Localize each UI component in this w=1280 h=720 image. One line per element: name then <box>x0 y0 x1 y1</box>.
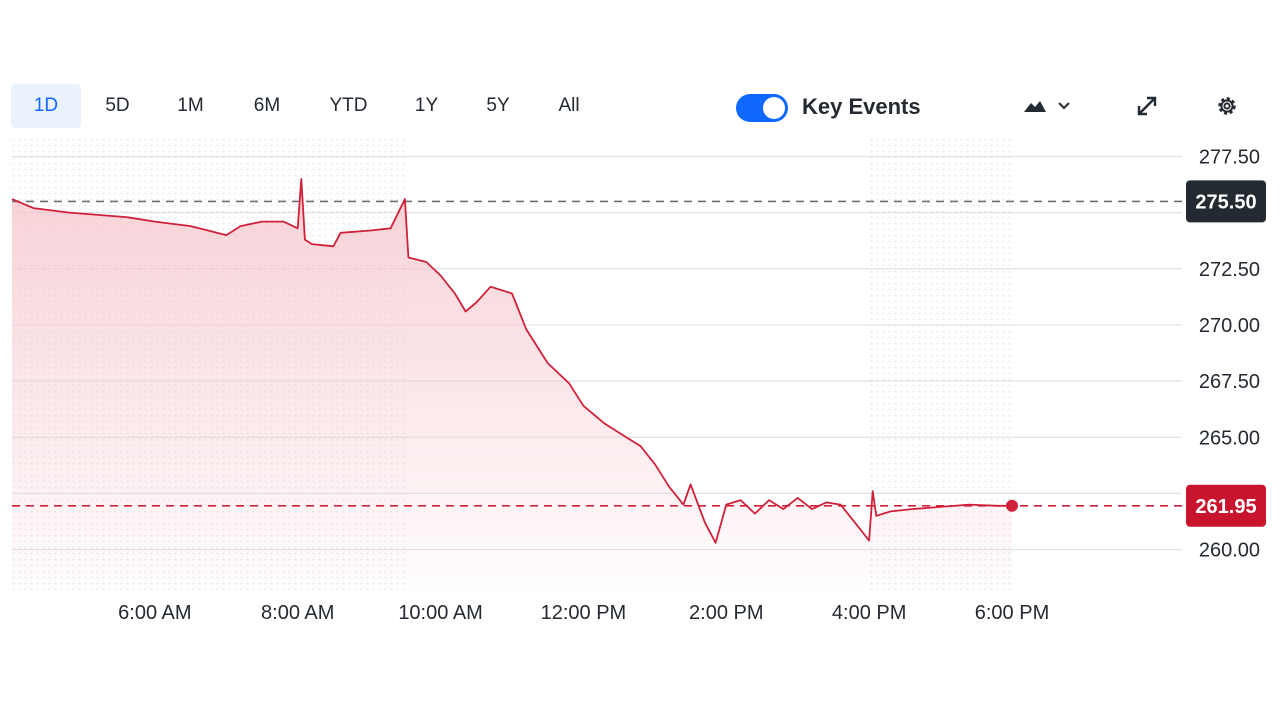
previous-close-label: 275.50 <box>1195 191 1256 213</box>
gear-icon <box>1218 97 1236 115</box>
x-tick-label: 12:00 PM <box>541 602 627 624</box>
tab-5d[interactable]: 5D <box>105 95 130 116</box>
x-tick-label: 6:00 AM <box>118 602 191 624</box>
y-tick-label: 277.50 <box>1199 146 1260 168</box>
range-tabs: 1D 5D 1M 6M YTD 1Y 5Y All <box>11 84 605 128</box>
settings-button[interactable] <box>1212 88 1242 124</box>
tab-5y[interactable]: 5Y <box>486 95 510 116</box>
tab-1y[interactable]: 1Y <box>414 95 439 116</box>
price-area <box>12 178 1012 590</box>
y-tick-label: 270.00 <box>1199 315 1260 337</box>
x-tick-label: 10:00 AM <box>398 602 483 624</box>
key-events-toggle[interactable] <box>736 94 788 122</box>
x-tick-label: 4:00 PM <box>832 602 906 624</box>
y-tick-label: 267.50 <box>1199 371 1260 393</box>
toggle-knob <box>763 97 785 119</box>
expand-button[interactable] <box>1132 88 1162 124</box>
tab-ytd[interactable]: YTD <box>329 95 368 116</box>
previous-close-badge <box>1186 180 1266 223</box>
y-tick-label: 260.00 <box>1199 540 1260 562</box>
mountain-chart-icon <box>1024 101 1070 112</box>
y-tick-label: 265.00 <box>1199 427 1260 449</box>
x-tick-label: 2:00 PM <box>689 602 763 624</box>
x-tick-label: 6:00 PM <box>975 602 1049 624</box>
tab-all[interactable]: All <box>558 95 580 116</box>
chart-toolbar: Key Events <box>736 84 1260 128</box>
tab-6m[interactable]: 6M <box>253 95 281 116</box>
x-tick-label: 8:00 AM <box>261 602 334 624</box>
current-price-dot[interactable] <box>1006 499 1018 512</box>
tab-1d[interactable]: 1D <box>11 84 81 128</box>
tab-1m[interactable]: 1M <box>177 95 204 116</box>
current-price-label: 261.95 <box>1195 496 1256 518</box>
chart-type-button[interactable] <box>1020 88 1080 124</box>
current-price-badge <box>1186 484 1266 527</box>
y-tick-label: 272.50 <box>1199 259 1260 281</box>
expand-icon <box>1137 96 1157 116</box>
key-events-label: Key Events <box>802 94 921 119</box>
chevron-down-icon <box>1058 102 1070 110</box>
price-line <box>11 178 1012 544</box>
